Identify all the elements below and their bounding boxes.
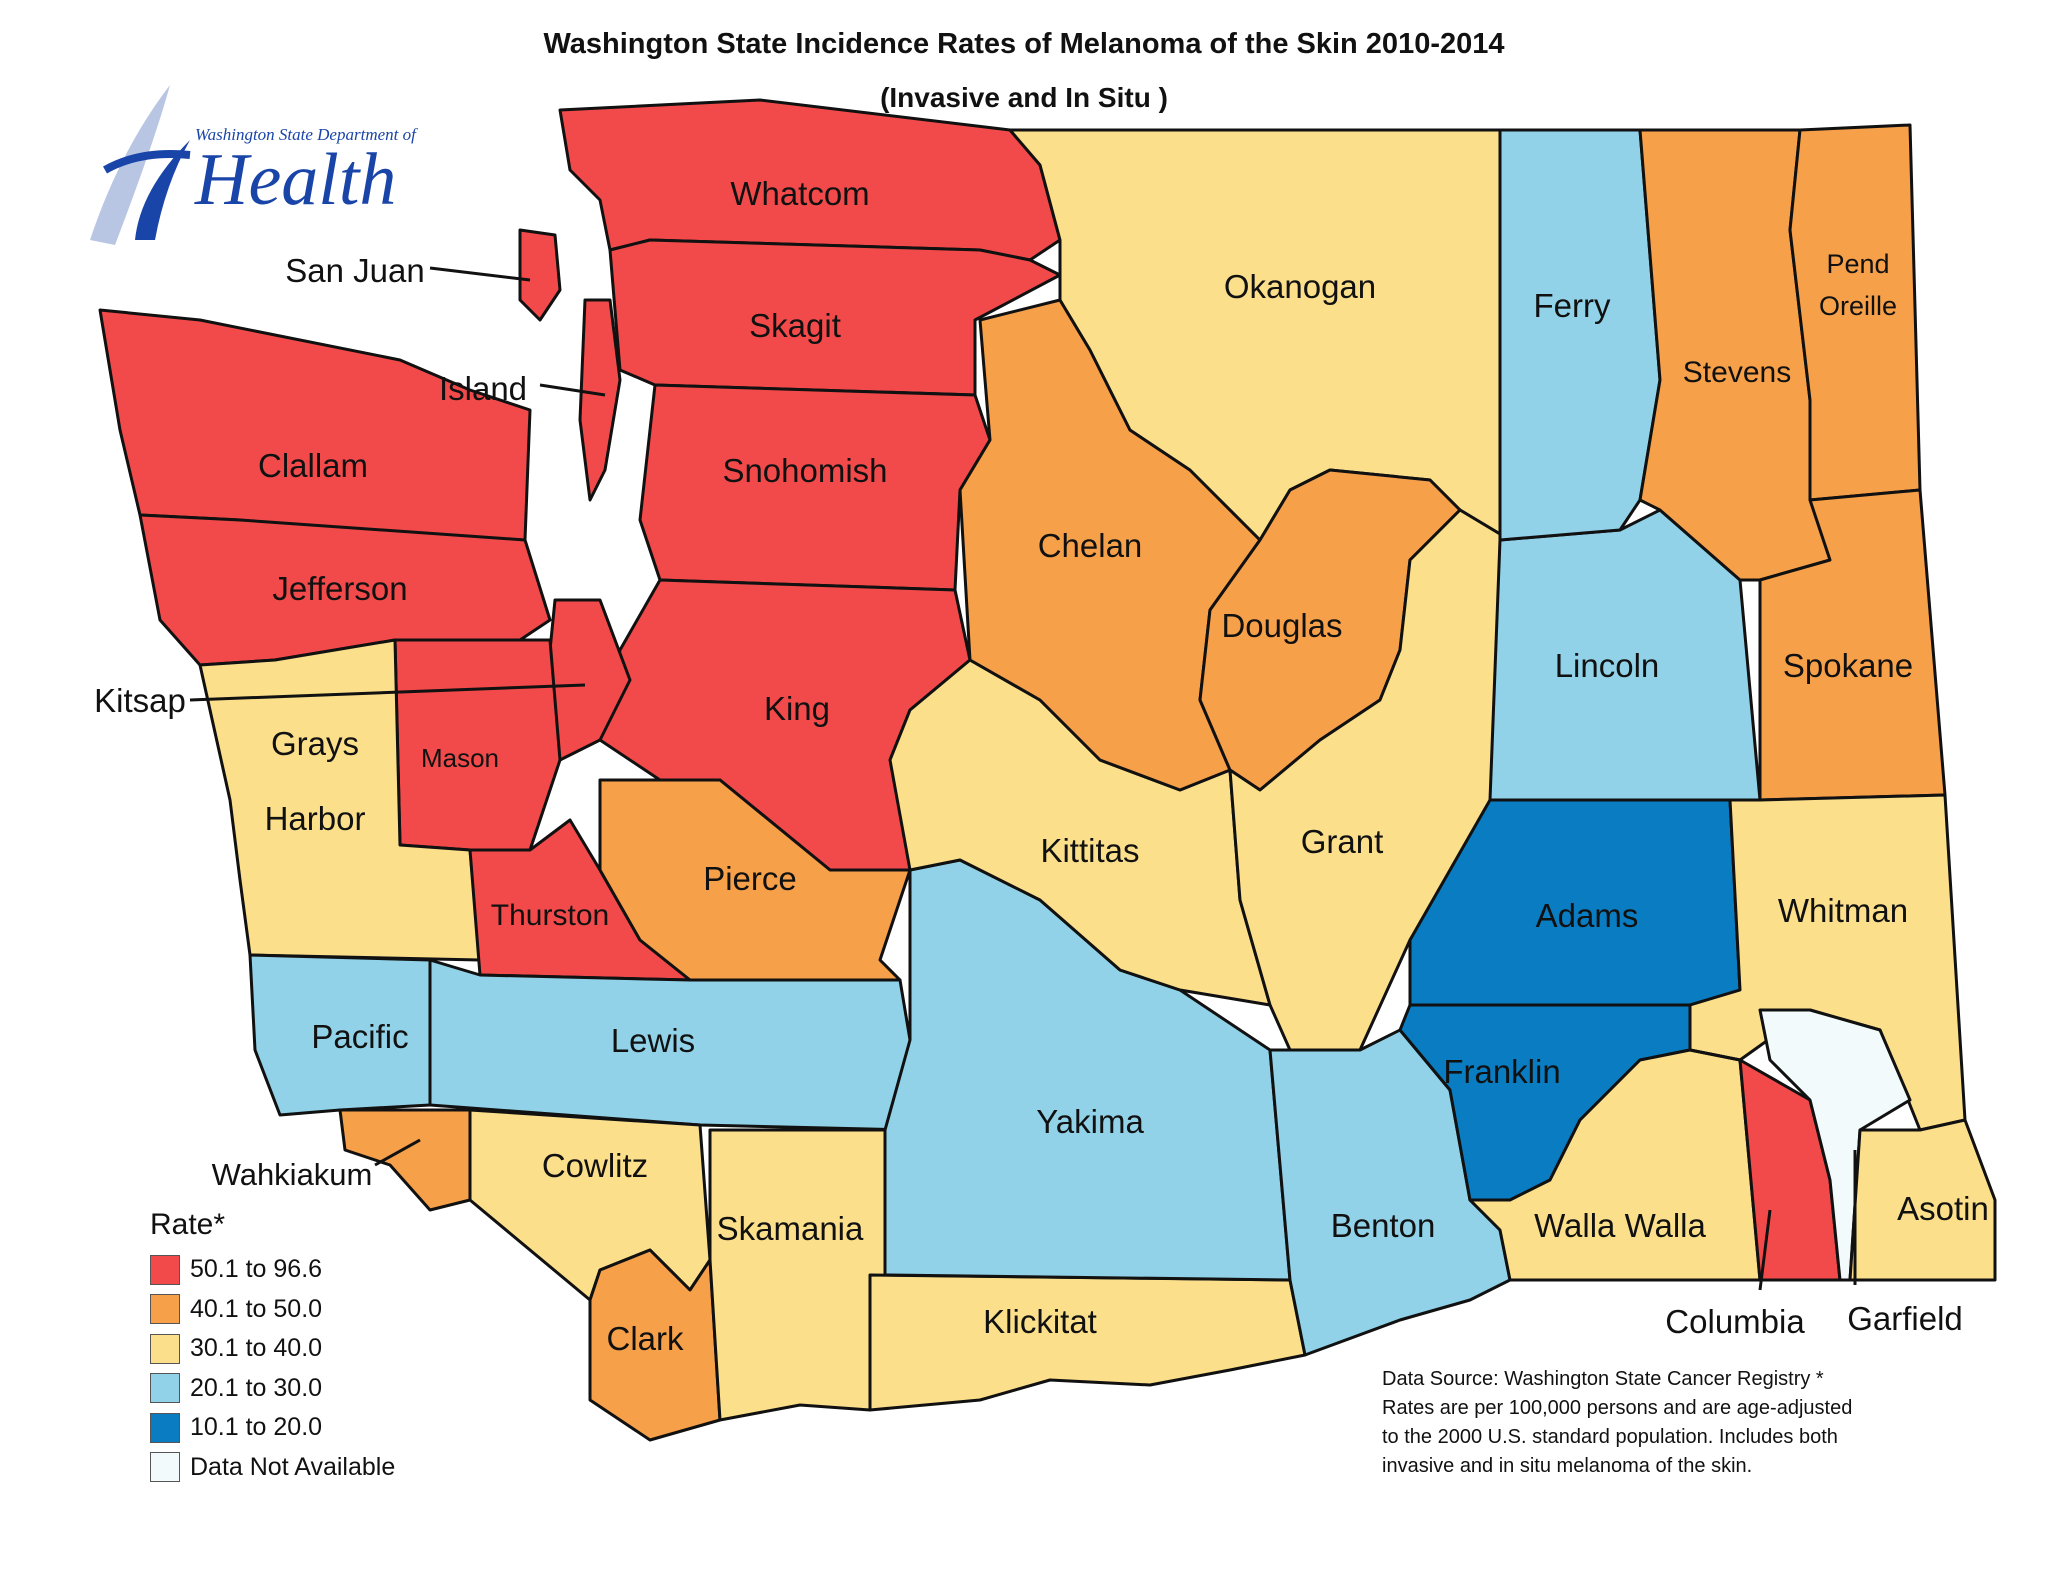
label-island: Island <box>439 370 527 407</box>
label-clark: Clark <box>606 1320 684 1357</box>
legend-swatch <box>150 1254 180 1285</box>
label-spokane: Spokane <box>1783 647 1913 684</box>
logo-big-text: Health <box>195 139 397 221</box>
map-title: Washington State Incidence Rates of Mela… <box>543 28 1505 60</box>
label-skagit: Skagit <box>749 307 841 344</box>
legend-item: 40.1 to 50.0 <box>150 1290 395 1330</box>
health-logo <box>80 80 440 250</box>
legend-swatch <box>150 1412 180 1443</box>
county-ferry[interactable] <box>1498 128 1662 542</box>
leader-lines <box>189 266 1857 1291</box>
legend-item: 50.1 to 96.6 <box>150 1250 395 1290</box>
source-note: Data Source: Washington State Cancer Reg… <box>1382 1365 1982 1481</box>
legend-swatch <box>150 1452 180 1483</box>
source-line: Data Source: Washington State Cancer Reg… <box>1382 1368 1824 1390</box>
legend-label: 50.1 to 96.6 <box>190 1255 323 1284</box>
label-whitman: Whitman <box>1778 892 1908 929</box>
label-okanogan: Okanogan <box>1224 268 1376 305</box>
label-franklin: Franklin <box>1443 1053 1560 1090</box>
label-asotin: Asotin <box>1897 1190 1989 1227</box>
label-grant: Grant <box>1301 823 1384 860</box>
county-island[interactable] <box>578 298 622 502</box>
label-mason: Mason <box>421 743 499 773</box>
county-asotin[interactable] <box>1848 1118 1997 1282</box>
legend-swatch <box>150 1333 180 1364</box>
label-kitsap: Kitsap <box>94 682 186 719</box>
label-whatcom: Whatcom <box>730 175 869 212</box>
label-wahkiakum: Wahkiakum <box>212 1157 373 1192</box>
label-yakima: Yakima <box>1036 1103 1144 1140</box>
legend-label: 40.1 to 50.0 <box>190 1294 323 1323</box>
label-benton: Benton <box>1331 1207 1436 1244</box>
label-thurston: Thurston <box>491 899 609 932</box>
label-lewis: Lewis <box>611 1022 695 1059</box>
label-san-juan: San Juan <box>285 252 424 289</box>
label-pierce: Pierce <box>703 860 797 897</box>
label-harbor: Harbor <box>265 800 366 837</box>
county-skamania[interactable] <box>708 1128 892 1422</box>
label-ferry: Ferry <box>1534 287 1611 324</box>
label-walla-walla: Walla Walla <box>1534 1207 1706 1244</box>
label-grays: Grays <box>271 725 359 762</box>
county-skagit[interactable] <box>608 238 1062 397</box>
county-clallam[interactable] <box>98 308 532 542</box>
legend-item: 30.1 to 40.0 <box>150 1329 395 1369</box>
label-adams: Adams <box>1536 897 1639 934</box>
label-garfield: Garfield <box>1847 1300 1963 1337</box>
county-cowlitz[interactable] <box>468 1108 712 1302</box>
legend-label: 10.1 to 20.0 <box>190 1413 323 1442</box>
legend-label: Data Not Available <box>190 1452 396 1481</box>
label-douglas: Douglas <box>1221 607 1342 644</box>
label-snohomish: Snohomish <box>722 452 887 489</box>
legend-swatch <box>150 1294 180 1325</box>
source-line: invasive and in situ melanoma of the ski… <box>1382 1455 1753 1477</box>
label-pend: Pend <box>1826 249 1889 279</box>
legend-title: Rate* <box>150 1208 226 1241</box>
legend-item: 10.1 to 20.0 <box>150 1408 395 1448</box>
legend-swatch <box>150 1373 180 1404</box>
label-klickitat: Klickitat <box>983 1303 1097 1340</box>
label-cowlitz: Cowlitz <box>542 1147 648 1184</box>
map-subtitle: (Invasive and In Situ ) <box>880 82 1168 113</box>
label-stevens: Stevens <box>1683 356 1791 389</box>
county-san-juan[interactable] <box>518 228 562 322</box>
legend-label: 20.1 to 30.0 <box>190 1373 323 1402</box>
legend-item: 20.1 to 30.0 <box>150 1369 395 1409</box>
label-chelan: Chelan <box>1038 527 1143 564</box>
label-kittitas: Kittitas <box>1040 832 1139 869</box>
county-pierce[interactable] <box>598 778 912 982</box>
health-logo-icon <box>90 85 191 245</box>
source-line: Rates are per 100,000 persons and are ag… <box>1382 1397 1853 1419</box>
legend: Rate* 50.1 to 96.6 40.1 to 50.0 30.1 to … <box>150 1208 395 1487</box>
county-klickitat[interactable] <box>868 1273 1307 1412</box>
label-oreille: Oreille <box>1819 291 1897 321</box>
label-pacific: Pacific <box>311 1018 408 1055</box>
label-columbia: Columbia <box>1665 1303 1805 1340</box>
county-snohomish[interactable] <box>638 383 992 592</box>
logo-small-text: Washington State Department of <box>195 125 416 144</box>
legend-label: 30.1 to 40.0 <box>190 1334 323 1363</box>
source-line: to the 2000 U.S. standard population. In… <box>1382 1426 1838 1448</box>
legend-item: Data Not Available <box>150 1448 395 1488</box>
label-skamania: Skamania <box>717 1210 864 1247</box>
label-clallam: Clallam <box>258 447 368 484</box>
label-king: King <box>764 690 830 727</box>
label-jefferson: Jefferson <box>272 570 407 607</box>
label-lincoln: Lincoln <box>1555 647 1660 684</box>
